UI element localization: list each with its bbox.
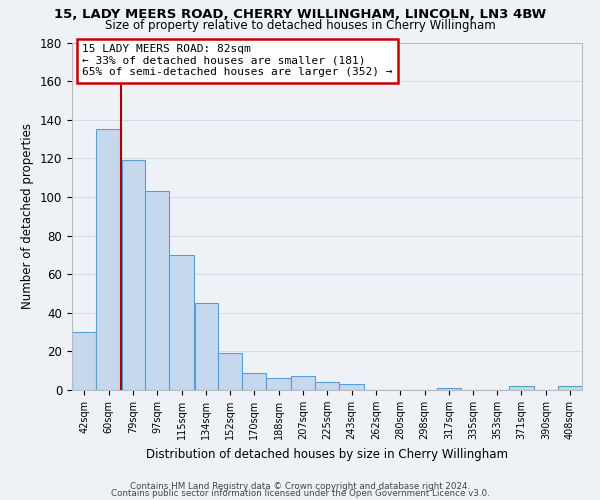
Text: 15 LADY MEERS ROAD: 82sqm
← 33% of detached houses are smaller (181)
65% of semi: 15 LADY MEERS ROAD: 82sqm ← 33% of detac… <box>82 44 392 78</box>
Bar <box>145 191 169 390</box>
Text: 15, LADY MEERS ROAD, CHERRY WILLINGHAM, LINCOLN, LN3 4BW: 15, LADY MEERS ROAD, CHERRY WILLINGHAM, … <box>54 8 546 20</box>
Text: Size of property relative to detached houses in Cherry Willingham: Size of property relative to detached ho… <box>104 18 496 32</box>
Text: Contains HM Land Registry data © Crown copyright and database right 2024.: Contains HM Land Registry data © Crown c… <box>130 482 470 491</box>
Bar <box>194 303 218 390</box>
X-axis label: Distribution of detached houses by size in Cherry Willingham: Distribution of detached houses by size … <box>146 448 508 460</box>
Bar <box>169 255 194 390</box>
Bar <box>97 130 121 390</box>
Bar <box>509 386 534 390</box>
Bar <box>73 332 96 390</box>
Bar <box>122 160 145 390</box>
Bar <box>558 386 581 390</box>
Bar <box>292 376 315 390</box>
Bar <box>437 388 461 390</box>
Bar <box>339 384 364 390</box>
Bar <box>315 382 339 390</box>
Bar <box>266 378 291 390</box>
Y-axis label: Number of detached properties: Number of detached properties <box>22 123 34 309</box>
Bar <box>242 372 266 390</box>
Bar <box>218 354 242 390</box>
Text: Contains public sector information licensed under the Open Government Licence v3: Contains public sector information licen… <box>110 489 490 498</box>
